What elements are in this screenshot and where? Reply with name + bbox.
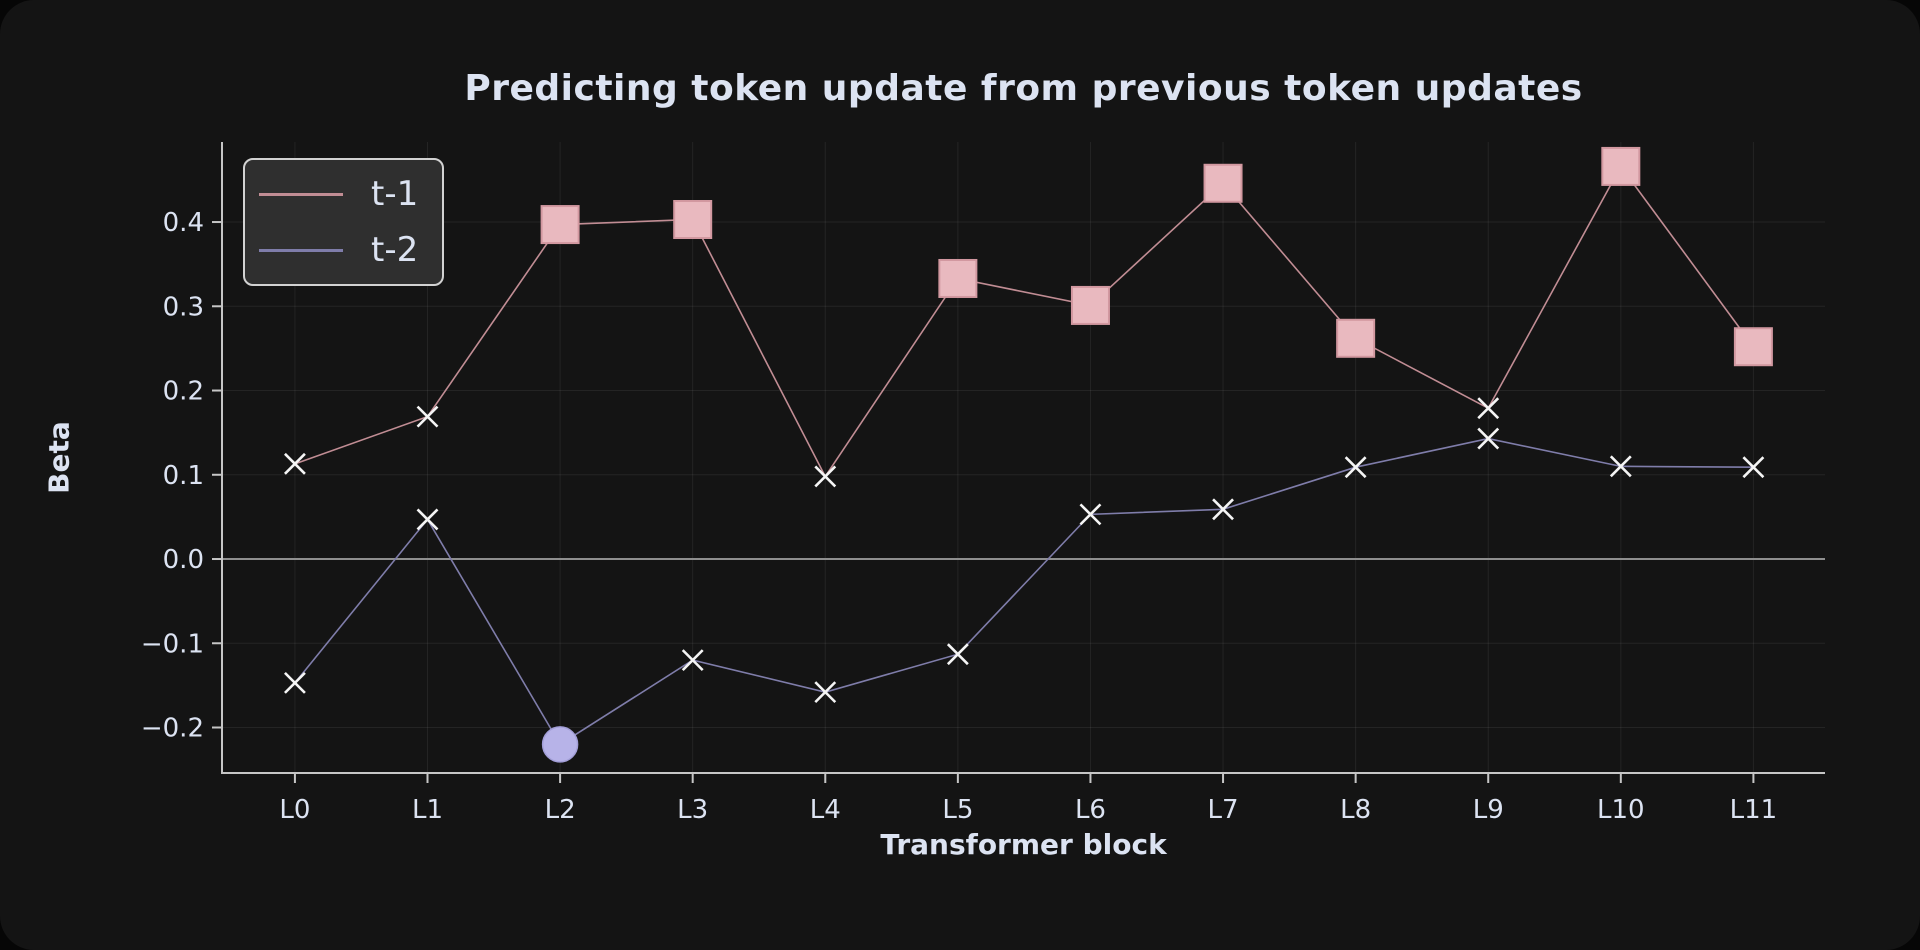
marker-square-t-1-L5 — [938, 258, 978, 298]
legend-label-t-1: t-1 — [371, 174, 419, 214]
series-line-t-1 — [294, 164, 1755, 479]
y-tick-label-0: 0.0 — [163, 545, 204, 575]
x-tick-label-L7: L7 — [1208, 795, 1239, 825]
marker-x-t-2-L3 — [681, 649, 704, 672]
marker-x-t-1-L9 — [1477, 397, 1500, 420]
marker-x-t-2-L7 — [1212, 498, 1234, 521]
marker-x-t-2-L11 — [1742, 456, 1765, 479]
x-tick-label-L11: L11 — [1730, 795, 1778, 825]
marker-x-t-2-L0 — [284, 671, 306, 694]
marker-square-t-1-L11 — [1733, 327, 1773, 367]
marker-circle-t-2-L2 — [541, 726, 579, 763]
x-tick-label-L4: L4 — [810, 795, 841, 825]
y-tick-label-0.3: 0.3 — [163, 292, 204, 322]
y-tick-label-0.2: 0.2 — [163, 377, 204, 407]
y-tick-label-0.1: 0.1 — [163, 461, 204, 491]
legend-entry-t-1: t-1 — [245, 177, 442, 211]
marker-square-t-1-L10 — [1601, 146, 1641, 186]
x-axis-label: Transformer block — [880, 828, 1167, 861]
y-tick-label-0.4: 0.4 — [163, 208, 204, 238]
legend: t-1 t-2 — [243, 158, 444, 286]
marker-x-t-2-L6 — [1079, 503, 1102, 526]
x-tick-label-L2: L2 — [545, 795, 576, 825]
legend-entry-t-2: t-2 — [245, 233, 442, 267]
marker-x-t-2-L5 — [946, 643, 969, 666]
marker-x-t-2-L1 — [416, 508, 439, 531]
x-tick-label-L0: L0 — [279, 795, 310, 825]
marker-x-t-1-L4 — [814, 465, 837, 488]
x-tick-label-L1: L1 — [412, 795, 443, 825]
marker-x-t-2-L9 — [1477, 427, 1500, 450]
x-tick-label-L8: L8 — [1340, 795, 1371, 825]
marker-square-t-1-L2 — [540, 205, 580, 245]
chart-title: Predicting token update from previous to… — [464, 68, 1583, 109]
marker-square-t-1-L8 — [1336, 318, 1376, 358]
x-tick-label-L3: L3 — [677, 795, 708, 825]
x-tick-label-L10: L10 — [1597, 795, 1645, 825]
marker-x-t-1-L0 — [284, 452, 306, 475]
marker-square-t-1-L7 — [1203, 163, 1243, 203]
y-tick-label--0.1: −0.1 — [141, 629, 204, 659]
marker-x-t-2-L4 — [814, 681, 837, 704]
x-tick-label-L9: L9 — [1473, 795, 1504, 825]
legend-line-sample-t-1 — [259, 192, 343, 196]
marker-square-t-1-L3 — [673, 200, 713, 240]
marker-square-t-1-L6 — [1070, 285, 1110, 325]
series-line-t-2 — [294, 437, 1754, 746]
y-axis-label: Beta — [42, 421, 76, 494]
legend-label-t-2: t-2 — [371, 230, 419, 270]
marker-x-t-2-L8 — [1344, 456, 1367, 479]
y-tick-label--0.2: −0.2 — [141, 714, 204, 744]
legend-line-sample-t-2 — [259, 248, 343, 252]
x-tick-label-L6: L6 — [1075, 795, 1106, 825]
x-tick-label-L5: L5 — [942, 795, 973, 825]
marker-x-t-2-L10 — [1609, 455, 1632, 478]
marker-x-t-1-L1 — [416, 405, 439, 428]
